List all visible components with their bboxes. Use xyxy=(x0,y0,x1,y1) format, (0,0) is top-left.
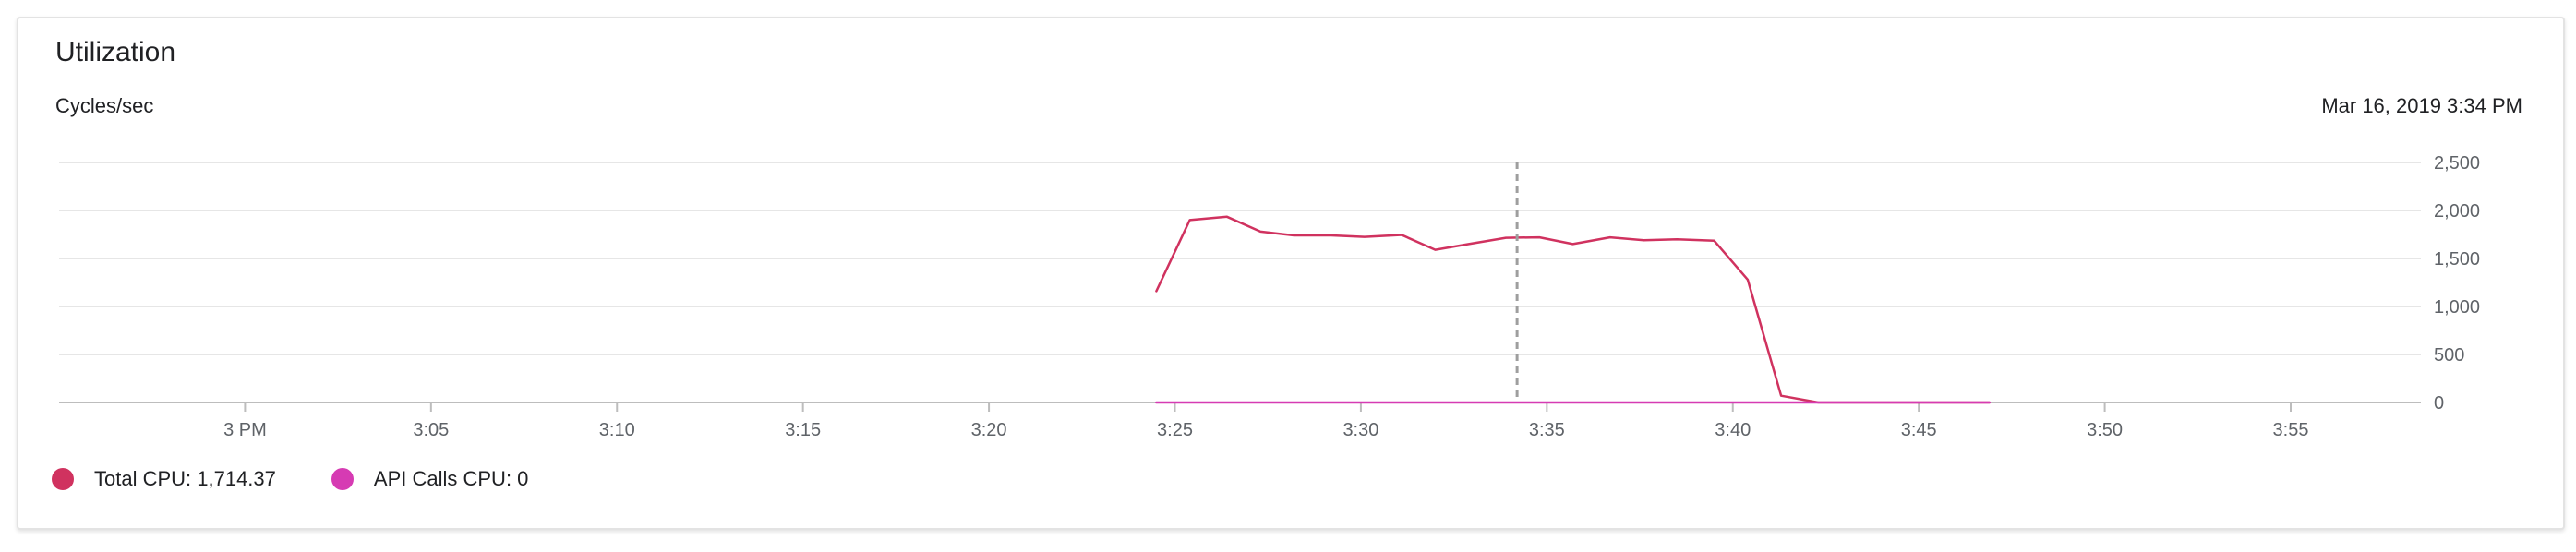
x-tick-label: 3:10 xyxy=(599,420,635,440)
x-tick-label: 3:30 xyxy=(1342,420,1378,440)
y-tick-label: 500 xyxy=(2434,345,2464,366)
x-tick-label: 3:05 xyxy=(413,420,449,440)
x-tick-label: 3:20 xyxy=(971,420,1007,440)
y-tick-label: 2,000 xyxy=(2434,201,2480,222)
x-tick-label: 3:35 xyxy=(1529,420,1565,440)
y-tick-label: 1,500 xyxy=(2434,249,2480,270)
grid-layer xyxy=(59,162,2421,403)
card-title: Utilization xyxy=(55,37,176,67)
x-tick-label: 3:50 xyxy=(2087,420,2123,440)
utilization-card: Utilization Cycles/sec Mar 16, 2019 3:34… xyxy=(17,17,2565,530)
chart-legend: Total CPU: 1,714.37 API Calls CPU: 0 xyxy=(52,467,584,491)
legend-item-api-calls-cpu[interactable]: API Calls CPU: 0 xyxy=(331,467,529,491)
api-calls-cpu-dot-icon xyxy=(331,468,354,490)
utilization-line-chart[interactable]: 3 PM 3:05 3:10 3:15 3:20 3:25 3:30 3:35 3:40 3:45… xyxy=(18,18,2563,528)
x-tick-label: 3:55 xyxy=(2273,420,2309,440)
y-tick-label: 0 xyxy=(2434,393,2444,414)
x-tick-label: 3 PM xyxy=(223,420,267,440)
x-tick-label: 3:40 xyxy=(1715,420,1751,440)
y-axis-ticks: 0 500 1,000 1,500 2,000 2,500 xyxy=(2434,153,2480,414)
y-tick-label: 1,000 xyxy=(2434,297,2480,318)
x-axis-ticks: 3 PM 3:05 3:10 3:15 3:20 3:25 3:30 3:35 3:40 3:45… xyxy=(223,402,2308,440)
cursor-timestamp: Mar 16, 2019 3:34 PM xyxy=(2321,94,2522,117)
series-layer xyxy=(1155,215,1991,404)
x-tick-label: 3:45 xyxy=(1901,420,1937,440)
legend-total-cpu-label: Total CPU: 1,714.37 xyxy=(94,467,276,490)
series-line-total-cpu xyxy=(1155,215,1991,404)
y-units-label: Cycles/sec xyxy=(55,94,154,117)
x-tick-label: 3:15 xyxy=(785,420,821,440)
x-tick-label: 3:25 xyxy=(1157,420,1193,440)
y-tick-label: 2,500 xyxy=(2434,153,2480,174)
legend-item-total-cpu[interactable]: Total CPU: 1,714.37 xyxy=(52,467,276,491)
total-cpu-dot-icon xyxy=(52,468,74,490)
legend-api-calls-label: API Calls CPU: 0 xyxy=(373,467,529,490)
